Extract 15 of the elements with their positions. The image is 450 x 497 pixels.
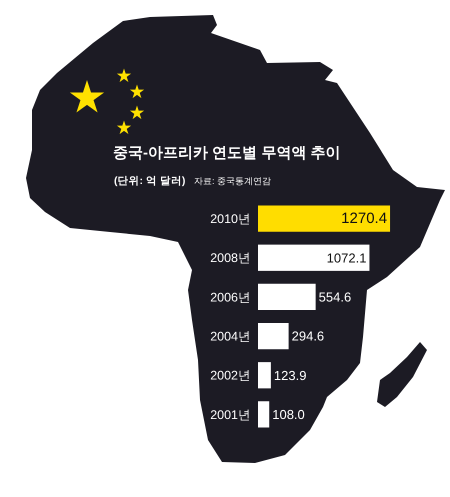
y-tick-label: 2008년 [210, 251, 251, 266]
y-tick-label: 2004년 [210, 329, 251, 344]
data-label: 554.6 [318, 289, 352, 304]
data-label: 294.6 [292, 328, 324, 344]
y-tick-label: 2006년 [210, 290, 251, 304]
data-label: 123.9 [274, 368, 306, 383]
y-tick-label: 2001년 [210, 408, 251, 422]
data-label: 108.0 [272, 406, 305, 422]
chart-title: 중국-아프리카 연도별 무역액 추이 [113, 144, 340, 162]
text: 자료: 중국통계연감 [194, 176, 272, 186]
text: (단위: 억 달러) [114, 175, 186, 187]
data-label: 1072.1 [326, 250, 366, 266]
y-tick-label: 2002년 [210, 368, 251, 383]
y-tick-label: 2010년 [210, 212, 251, 226]
data-label: 1270.4 [341, 210, 388, 228]
